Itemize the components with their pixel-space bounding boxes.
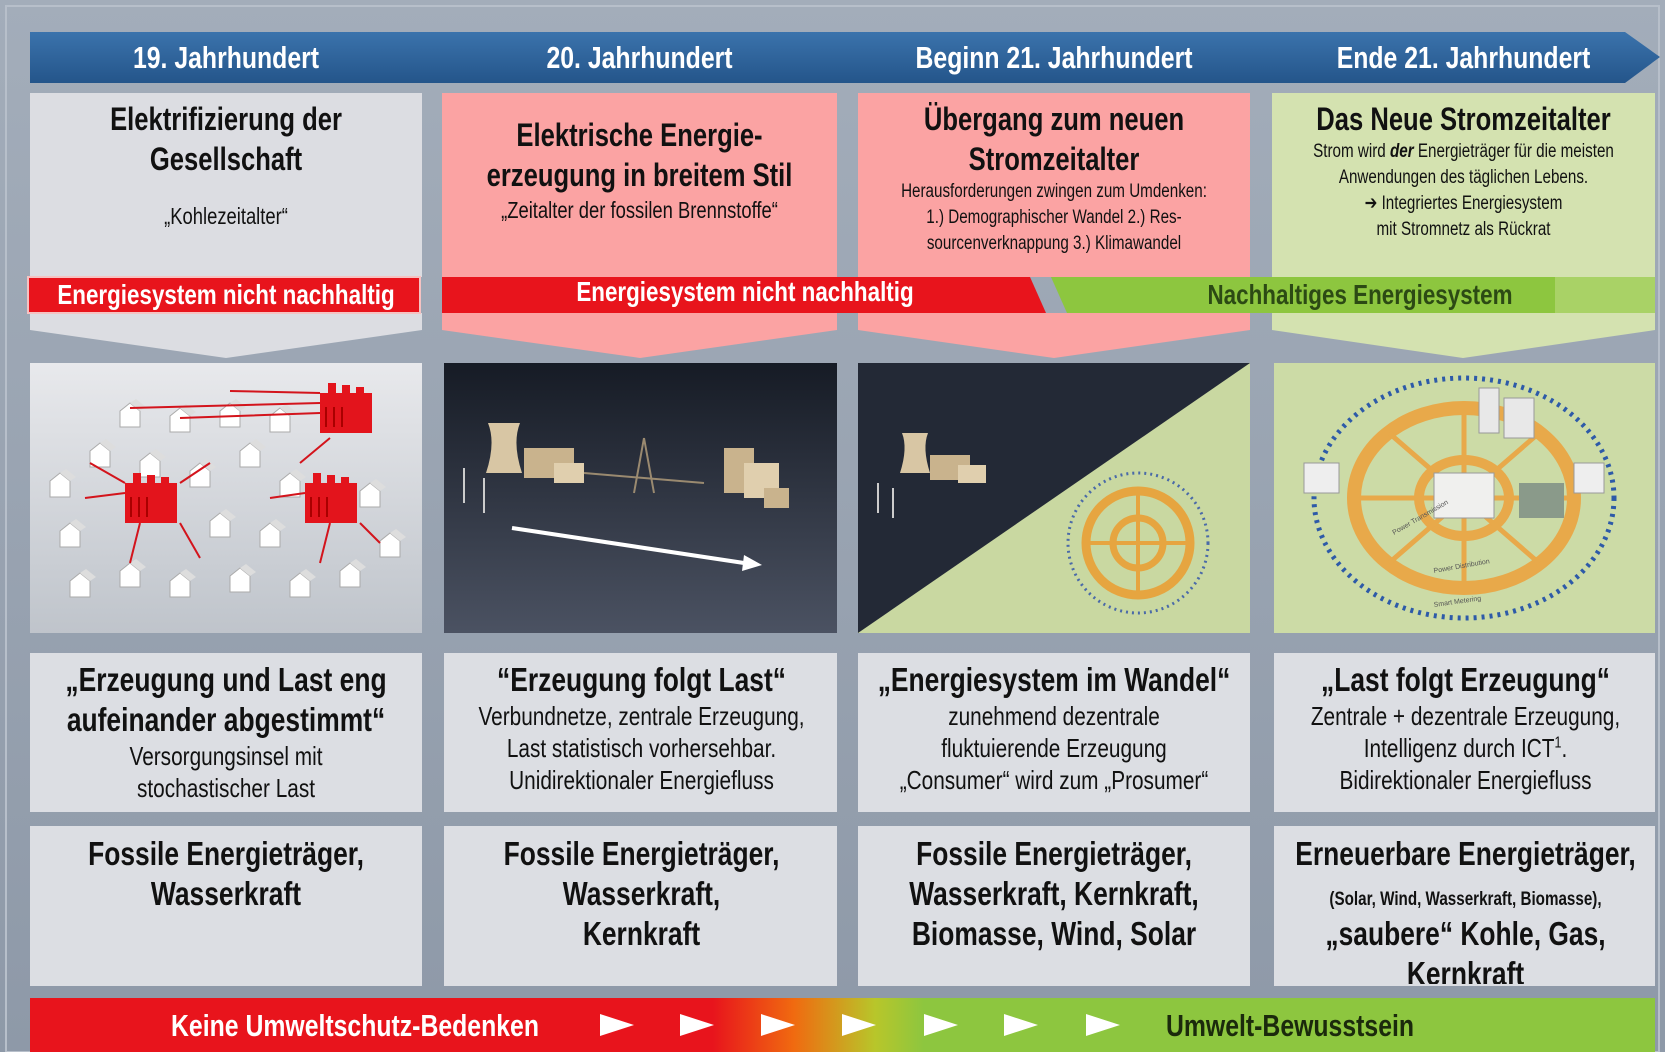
characteristic-quote: „Erzeugung und Last eng [30,660,422,700]
era-title: Das Neue Stromzeitalter [1272,99,1655,139]
era-subtitle: Anwendungen des täglichen Lebens. [1272,165,1655,191]
era-subtitle: ➔ Integriertes Energiesystem [1272,191,1655,217]
era-subtitle-part: Energieträger für die meisten [1414,141,1614,162]
era-subtitle-group: Strom wird der Energieträger für die mei… [1272,139,1655,243]
characteristic-box: „Erzeugung und Last engaufeinander abges… [30,660,422,810]
page: Power Transmission Power Distribution Sm… [0,0,1665,1052]
era-subtitle: 1.) Demographischer Wandel 2.) Res- [858,205,1250,231]
illustration-central [444,363,837,633]
chevron [30,313,422,358]
characteristic-text: Verbundnetze, zentrale Erzeugung, [444,700,839,732]
bottom-label: Umwelt-Bewusstsein [1110,1004,1470,1048]
characteristic-content: „Last folgt Erzeugung“Zentrale + dezentr… [1274,660,1657,796]
characteristic-quote: “Erzeugung folgt Last“ [444,660,839,700]
era-title: Übergang zum neuen [858,99,1250,139]
chevron [858,313,1250,358]
characteristic-text: Bidirektionaler Energiefluss [1274,764,1657,796]
energy-source: Kernkraft [444,914,839,954]
band-label: Energiesystem nicht nachhaltig [30,277,422,313]
energy-source: Fossile Energieträger, [444,834,839,874]
characteristic-content: “Erzeugung folgt Last“Verbundnetze, zent… [444,660,839,796]
era-subtitle: mit Stromnetz als Rückrat [1272,217,1655,243]
energy-source: Fossile Energieträger, [30,834,422,874]
characteristic-text: stochastischer Last [30,772,422,804]
energy-source: Kernkraft [1274,954,1657,984]
sources-box: Fossile Energieträger,Wasserkraft,Kernkr… [444,834,839,984]
characteristic-text: fluktuierende Erzeugung [858,732,1250,764]
era-label: Ende 21. Jahrhundert [1272,36,1655,80]
era-subtitle-group: „Zeitalter der fossilen Brennstoffe“ [442,195,837,225]
era-box: Elektrische Energie-erzeugung in breitem… [442,115,837,277]
characteristic-quote: „Last folgt Erzeugung“ [1274,660,1657,700]
energy-source: Wasserkraft [30,874,422,914]
characteristic-quote: aufeinander abgestimmt“ [30,700,422,740]
era-title: erzeugung in breitem Stil [442,155,837,195]
chevron [442,313,837,358]
era-title: Elektrische Energie- [442,115,837,155]
characteristic-box: „Last folgt Erzeugung“Zentrale + dezentr… [1274,660,1657,810]
sources-content: Fossile Energieträger,Wasserkraft,Kernkr… [444,834,839,954]
energy-source-part: (Solar, Wind, Wasserkraft, Biomasse), [1329,889,1601,910]
era-label: 20. Jahrhundert [442,36,837,80]
era-subtitle: sourcenverknappung 3.) Klimawandel [858,231,1250,257]
characteristic-text: Zentrale + dezentrale Erzeugung, [1274,700,1657,732]
illustration-islands [30,363,422,633]
era-subtitle: „Kohlezeitalter“ [30,201,422,231]
energy-source: Fossile Energieträger, [858,834,1250,874]
era-subtitle-part: der [1390,141,1414,162]
energy-source: Wasserkraft, [444,874,839,914]
sources-box: Fossile Energieträger,Wasserkraft [30,834,422,984]
characteristic-box: “Erzeugung folgt Last“Verbundnetze, zent… [444,660,839,810]
era-title: Elektrifizierung der [30,99,422,139]
era-subtitle: Strom wird der Energieträger für die mei… [1272,139,1655,165]
era-subtitle-group: „Kohlezeitalter“ [30,201,422,231]
band-label: Energiesystem nicht nachhaltig [480,274,1010,310]
sources-box: Erneuerbare Energieträger, (Solar, Wind, … [1274,834,1657,984]
sources-content: Fossile Energieträger,Wasserkraft [30,834,422,914]
characteristic-quote: „Energiesystem im Wandel“ [858,660,1250,700]
era-label: 19. Jahrhundert [30,36,422,80]
characteristic-text-part: . [1561,733,1567,763]
era-box-content: Elektrische Energie-erzeugung in breitem… [442,115,837,225]
era-title: Stromzeitalter [858,139,1250,179]
illustration-smart-grid: Power Transmission Power Distribution Sm… [1274,363,1655,633]
era-label: Beginn 21. Jahrhundert [858,36,1250,80]
era-box: Übergang zum neuenStromzeitalterHerausfo… [858,99,1250,277]
energy-source: Wasserkraft, Kernkraft, [858,874,1250,914]
characteristic-text-part: Intelligenz durch ICT [1364,733,1555,763]
characteristic-text: Intelligenz durch ICT1. [1274,732,1657,764]
characteristic-text: „Consumer“ wird zum „Prosumer“ [858,764,1250,796]
characteristic-text: Unidirektionaler Energiefluss [444,764,839,796]
era-subtitle-group: Herausforderungen zwingen zum Umdenken:1… [858,179,1250,257]
bottom-label: Keine Umweltschutz-Bedenken [130,1004,580,1048]
sources-content: Fossile Energieträger,Wasserkraft, Kernk… [858,834,1250,954]
chevron [1272,313,1655,358]
era-subtitle: „Zeitalter der fossilen Brennstoffe“ [442,195,837,225]
energy-source: Erneuerbare Energieträger, [1274,834,1657,874]
illustration-transition [858,363,1250,633]
sources-content: Erneuerbare Energieträger, (Solar, Wind, … [1274,834,1657,984]
characteristic-text: Versorgungsinsel mit [30,740,422,772]
era-subtitle-part: Strom wird [1313,141,1390,162]
energy-source: (Solar, Wind, Wasserkraft, Biomasse), [1274,874,1657,914]
energy-source: „saubere“ Kohle, Gas, [1274,914,1657,954]
energy-source: Biomasse, Wind, Solar [858,914,1250,954]
characteristic-text: Last statistisch vorhersehbar. [444,732,839,764]
era-title: Gesellschaft [30,139,422,179]
band-label: Nachhaltiges Energiesystem [1110,277,1610,313]
characteristic-text: zunehmend dezentrale [858,700,1250,732]
sources-box: Fossile Energieträger,Wasserkraft, Kernk… [858,834,1250,984]
era-subtitle: Herausforderungen zwingen zum Umdenken: [858,179,1250,205]
characteristic-content: „Energiesystem im Wandel“zunehmend dezen… [858,660,1250,796]
characteristic-box: „Energiesystem im Wandel“zunehmend dezen… [858,660,1250,810]
